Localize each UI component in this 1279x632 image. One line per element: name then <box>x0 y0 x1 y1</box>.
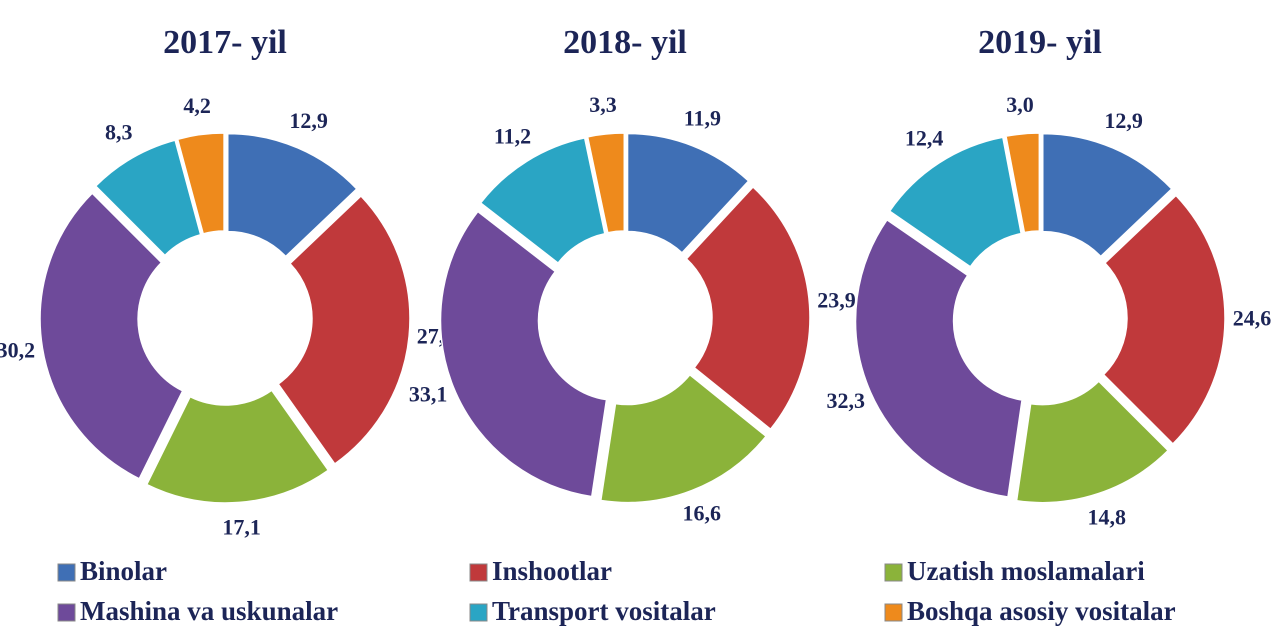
legend-swatch <box>57 563 76 582</box>
data-label: 11,2 <box>494 123 531 148</box>
data-label: 23,9 <box>817 288 856 313</box>
donut-segment <box>439 210 608 498</box>
chart-title: 2018- yil <box>563 24 687 61</box>
data-label: 12,9 <box>289 108 328 133</box>
legend-label: Binolar <box>80 556 167 586</box>
donut-segment <box>277 194 411 466</box>
legend-swatch <box>57 603 76 622</box>
donut-segment <box>145 389 330 504</box>
donut-segment <box>854 218 1023 498</box>
donut-segment <box>176 132 225 235</box>
data-label: 3,0 <box>1006 92 1034 117</box>
data-label: 12,4 <box>905 125 944 150</box>
legend-swatch <box>884 603 903 622</box>
donut-segment <box>39 192 184 480</box>
donut-segment <box>1015 380 1170 504</box>
data-label: 32,3 <box>826 388 865 413</box>
donut-segment <box>1102 194 1226 446</box>
donut-segment <box>227 132 358 258</box>
data-label: 8,3 <box>105 120 133 145</box>
data-label: 33,1 <box>409 382 448 407</box>
legend-label: Transport vositalar <box>492 596 716 626</box>
data-label: 24,6 <box>1233 306 1272 331</box>
donut-segment <box>685 185 811 431</box>
legend-swatch <box>469 563 488 582</box>
data-label: 12,9 <box>1104 108 1143 133</box>
donut-segment <box>1005 132 1041 234</box>
legend-swatch <box>469 603 488 622</box>
donut-segment <box>586 132 626 234</box>
legend-label: Uzatish moslamalari <box>907 556 1145 586</box>
legend-label: Inshootlar <box>492 556 612 586</box>
data-label: 30,2 <box>0 338 35 363</box>
legend-swatch <box>884 563 903 582</box>
data-label: 3,3 <box>589 92 617 117</box>
donut-segment <box>888 136 1023 268</box>
donut-segment <box>479 136 606 265</box>
data-label: 14,8 <box>1088 504 1127 529</box>
data-label: 11,9 <box>684 106 721 131</box>
donut-segment <box>599 373 768 504</box>
donut-segment <box>626 132 750 254</box>
donut-segment <box>94 139 202 257</box>
data-label: 17,1 <box>222 514 261 539</box>
chart-title: 2019- yil <box>978 24 1102 61</box>
chart-title: 2017- yil <box>163 24 287 61</box>
data-label: 16,6 <box>683 501 722 526</box>
legend-label: Mashina va uskunalar <box>80 596 338 626</box>
legend-label: Boshqa asosiy vositalar <box>907 596 1176 626</box>
data-label: 4,2 <box>183 93 211 118</box>
donut-segment <box>1042 132 1173 258</box>
